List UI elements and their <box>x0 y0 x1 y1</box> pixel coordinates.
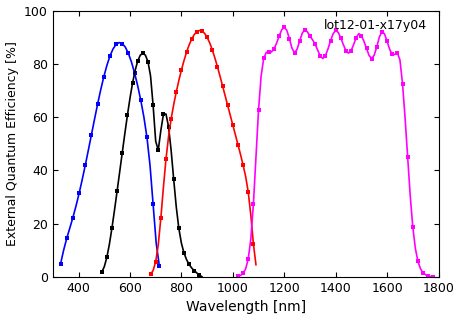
X-axis label: Wavelength [nm]: Wavelength [nm] <box>185 300 305 315</box>
Text: lot12-01-x17y04: lot12-01-x17y04 <box>323 19 426 32</box>
Y-axis label: External Quantum Efficiency [%]: External Quantum Efficiency [%] <box>6 41 18 246</box>
